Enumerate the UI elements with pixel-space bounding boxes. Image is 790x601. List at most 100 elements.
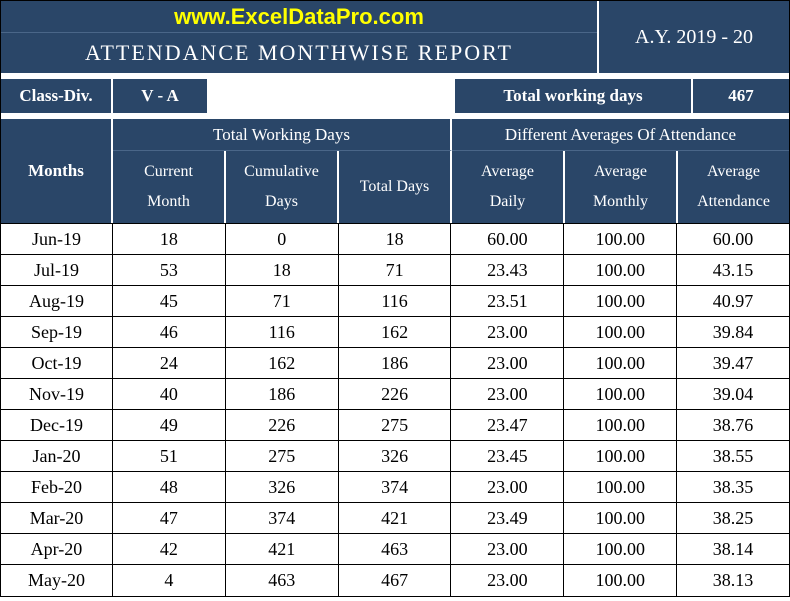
total-days-cell: 18 [339,224,452,254]
headers-right: Total Working Days Different Averages Of… [113,119,789,223]
total-days-cell: 467 [339,565,452,596]
current-month-cell: 48 [113,472,226,502]
table-row: Dec-194922627523.47100.0038.76 [1,410,789,441]
current-month-cell: 47 [113,503,226,533]
table-row: Jul-1953187123.43100.0043.15 [1,255,789,286]
avg-daily-cell: 23.00 [451,472,564,502]
month-cell: Dec-19 [1,410,113,440]
avg-daily-cell: 23.00 [451,348,564,378]
col-avg-monthly-l2: Monthly [565,187,676,217]
avg-attendance-cell: 38.76 [677,410,789,440]
table-row: Aug-19457111623.51100.0040.97 [1,286,789,317]
current-month-cell: 40 [113,379,226,409]
avg-monthly-cell: 100.00 [564,255,677,285]
col-total-days-label: Total Days [339,172,450,202]
month-cell: May-20 [1,565,113,596]
avg-monthly-cell: 100.00 [564,503,677,533]
current-month-cell: 18 [113,224,226,254]
avg-attendance-cell: 43.15 [677,255,789,285]
cumulative-days-cell: 326 [226,472,339,502]
class-div-label: Class-Div. [1,79,113,113]
month-cell: Mar-20 [1,503,113,533]
table-header: Months Total Working Days Different Aver… [1,119,789,223]
total-days-cell: 421 [339,503,452,533]
cumulative-days-cell: 374 [226,503,339,533]
avg-attendance-cell: 39.84 [677,317,789,347]
avg-monthly-cell: 100.00 [564,441,677,471]
avg-attendance-cell: 38.13 [677,565,789,596]
avg-daily-cell: 60.00 [451,224,564,254]
table-row: Feb-204832637423.00100.0038.35 [1,472,789,503]
avg-daily-cell: 23.51 [451,286,564,316]
col-avg-att-l2: Attendance [678,187,789,217]
meta-gap [209,79,455,113]
total-working-days-label: Total working days [455,79,693,113]
avg-attendance-cell: 38.25 [677,503,789,533]
url-title-block: www.ExcelDataPro.com ATTENDANCE MONTHWIS… [1,1,599,73]
cumulative-days-cell: 421 [226,534,339,564]
website-url: www.ExcelDataPro.com [1,1,597,33]
col-total-days: Total Days [339,151,452,223]
current-month-cell: 42 [113,534,226,564]
avg-monthly-cell: 100.00 [564,317,677,347]
col-cumulative-days: Cumulative Days [226,151,339,223]
total-days-cell: 226 [339,379,452,409]
avg-attendance-cell: 39.04 [677,379,789,409]
table-body: Jun-191801860.00100.0060.00Jul-195318712… [1,223,789,596]
cumulative-days-cell: 18 [226,255,339,285]
col-avg-att-l1: Average [678,157,789,187]
avg-daily-cell: 23.49 [451,503,564,533]
avg-daily-cell: 23.43 [451,255,564,285]
avg-monthly-cell: 100.00 [564,379,677,409]
month-cell: Feb-20 [1,472,113,502]
col-current-month: Current Month [113,151,226,223]
report-title: ATTENDANCE MONTHWISE REPORT [1,33,597,73]
academic-year: A.Y. 2019 - 20 [599,1,789,73]
avg-attendance-cell: 38.55 [677,441,789,471]
col-current-month-l1: Current [113,157,224,187]
meta-row: Class-Div. V - A Total working days 467 [1,79,789,113]
col-cumulative-l2: Days [226,187,337,217]
avg-daily-cell: 23.00 [451,534,564,564]
current-month-cell: 51 [113,441,226,471]
col-current-month-l2: Month [113,187,224,217]
col-avg-monthly-l1: Average [565,157,676,187]
avg-monthly-cell: 100.00 [564,565,677,596]
col-average-daily: Average Daily [452,151,565,223]
total-days-cell: 186 [339,348,452,378]
avg-attendance-cell: 40.97 [677,286,789,316]
cumulative-days-cell: 0 [226,224,339,254]
cumulative-days-cell: 226 [226,410,339,440]
total-days-cell: 71 [339,255,452,285]
sub-header-row: Current Month Cumulative Days Total Days… [113,151,789,223]
month-cell: Jun-19 [1,224,113,254]
col-cumulative-l1: Cumulative [226,157,337,187]
month-cell: Sep-19 [1,317,113,347]
report-container: www.ExcelDataPro.com ATTENDANCE MONTHWIS… [0,0,790,597]
avg-daily-cell: 23.45 [451,441,564,471]
table-row: Nov-194018622623.00100.0039.04 [1,379,789,410]
current-month-cell: 24 [113,348,226,378]
month-cell: Jan-20 [1,441,113,471]
col-avg-daily-l2: Daily [452,187,563,217]
avg-attendance-cell: 38.35 [677,472,789,502]
current-month-cell: 45 [113,286,226,316]
avg-daily-cell: 23.00 [451,317,564,347]
table-row: Jun-191801860.00100.0060.00 [1,224,789,255]
group-header-row: Total Working Days Different Averages Of… [113,119,789,151]
class-div-value: V - A [113,79,209,113]
avg-monthly-cell: 100.00 [564,224,677,254]
top-header-row: www.ExcelDataPro.com ATTENDANCE MONTHWIS… [1,1,789,73]
avg-daily-cell: 23.00 [451,379,564,409]
total-days-cell: 374 [339,472,452,502]
month-cell: Jul-19 [1,255,113,285]
table-row: May-20446346723.00100.0038.13 [1,565,789,596]
table-row: Jan-205127532623.45100.0038.55 [1,441,789,472]
current-month-cell: 4 [113,565,226,596]
table-row: Apr-204242146323.00100.0038.14 [1,534,789,565]
avg-attendance-cell: 39.47 [677,348,789,378]
col-average-attendance: Average Attendance [678,151,789,223]
col-avg-daily-l1: Average [452,157,563,187]
group-total-working-days: Total Working Days [113,119,452,151]
total-working-days-value: 467 [693,79,789,113]
